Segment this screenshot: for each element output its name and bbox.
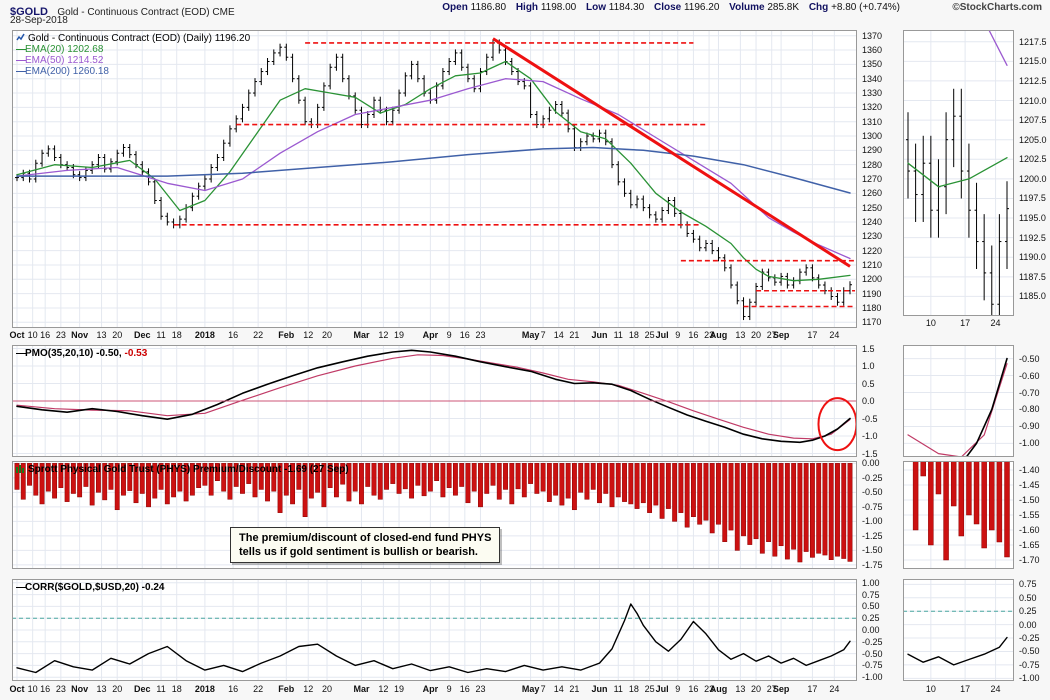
pmo-zoom-panel [903,345,1014,475]
histogram-icon [16,465,24,473]
copyright: ©StockCharts.com [952,2,1042,13]
volume-label: Volume [729,2,765,13]
corr-zoom-y-axis: 0.75 0.50 0.25 0.00 -0.25 -0.50 -0.75 -1.00 [1019,579,1040,684]
price-legend-title: Gold - Continuous Contract (EOD) (Daily)… [28,33,251,44]
date-axis-bottom: Oct 10 16 23 Nov 13 20 Dec 11 18 2018 16 22 Feb 12 20 Ma… [9,684,840,694]
corr-legend: CORR($GOLD,$USD,20) -0.24 [25,582,165,593]
phys-legend: Sprott Physical Gold Trust (PHYS) Premiu… [28,464,349,475]
chg-value: +8.80 (+0.74%) [831,2,900,13]
low-value: 1184.30 [608,2,645,13]
chart-icon [16,33,25,41]
ema200-legend-row: —EMA(200) 1260.18 [16,66,250,77]
ema20-line-icon: — [16,44,26,55]
corr-legend-row: —CORR($GOLD,$USD,20) -0.24 [16,582,164,593]
high-value: 1198.00 [540,2,577,13]
ema50-legend: EMA(50) 1214.52 [25,55,104,66]
high-label: High [515,2,539,13]
corr-zoom-panel [903,579,1014,681]
phys-legend-row: Sprott Physical Gold Trust (PHYS) Premiu… [16,464,349,475]
price-zoom-panel [903,0,1014,332]
phys-zoom-y-axis: -1.40 -1.45 -1.50 -1.55 -1.60 -1.65 -1.70 [1019,465,1040,565]
ema200-line-icon: — [16,66,26,77]
corr-line-icon: — [16,582,26,593]
price-chart-panel [12,30,857,328]
volume-value: 285.8K [767,2,800,13]
ema50-line-icon: — [16,55,26,66]
close-value: 1196.20 [683,2,720,13]
zoom-date-axis-bottom: 10 17 24 [925,684,1001,694]
instrument-title: Gold - Continuous Contract (EOD) CME [57,7,235,18]
open-value: 1186.80 [470,2,507,13]
pmo-y-axis: 1.5 1.0 0.5 0.0 -0.5 -1.0 -1.5 [862,343,878,459]
pmo-panel [12,345,858,457]
low-label: Low [586,2,606,13]
chart-header: $GOLD Gold - Continuous Contract (EOD) C… [0,0,1050,28]
ema20-legend-row: —EMA(20) 1202.68 [16,44,250,55]
pmo-line-icon: — [16,348,26,359]
ema20-legend: EMA(20) 1202.68 [25,44,104,55]
price-legend: Gold - Continuous Contract (EOD) (Daily)… [16,33,250,77]
annotation-line2: tells us if gold sentiment is bullish or… [239,546,478,558]
annotation-box: The premium/discount of closed-end fund … [230,527,501,563]
chart-date: 28-Sep-2018 [10,15,68,26]
correlation-panel [12,579,857,681]
pmo-legend: PMO(35,20,10) -0.50, [25,348,122,359]
pmo-legend-row: —PMO(35,20,10) -0.50, -0.53 [16,348,147,359]
price-y-axis: 1370 1360 1350 1340 1330 1320 1310 1300 1290 1280… [862,30,883,328]
pmo-zoom-y-axis: -0.50 -0.60 -0.70 -0.80 -0.90 -1.00 [1019,353,1040,449]
date-axis-top: Oct 10 16 23 Nov 13 20 Dec 11 18 2018 16 22 Feb 12 20 Ma… [9,330,840,340]
corr-y-axis: 1.00 0.75 0.50 0.25 0.00 -0.25 -0.50 -0.75 -1.00 [862,577,883,683]
ema50-legend-row: —EMA(50) 1214.52 [16,55,250,66]
annotation-line1: The premium/discount of closed-end fund … [239,532,492,544]
header-line1: $GOLD Gold - Continuous Contract (EOD) C… [10,2,1044,18]
phys-y-axis: 0.00 -0.25 -0.50 -0.75 -1.00 -1.25 -1.50 -1.75 [862,458,883,570]
chg-label: Chg [808,2,829,13]
open-label: Open [442,2,468,13]
ema200-legend: EMA(200) 1260.18 [25,66,109,77]
close-label: Close [653,2,682,13]
pmo-signal-value: -0.53 [124,348,148,359]
quote-stats: Open 1186.80 High 1198.00 Low 1184.30 Cl… [435,2,900,13]
symbol: $GOLD [10,6,48,18]
zoom-date-axis-top: 10 17 24 [925,318,1001,328]
price-legend-title-row: Gold - Continuous Contract (EOD) (Daily)… [16,33,250,44]
price-zoom-y-axis: 1217.5 1215.0 1212.5 1210.0 1207.5 1205.0 1202… [1019,36,1047,302]
phys-zoom-panel [903,454,1014,569]
